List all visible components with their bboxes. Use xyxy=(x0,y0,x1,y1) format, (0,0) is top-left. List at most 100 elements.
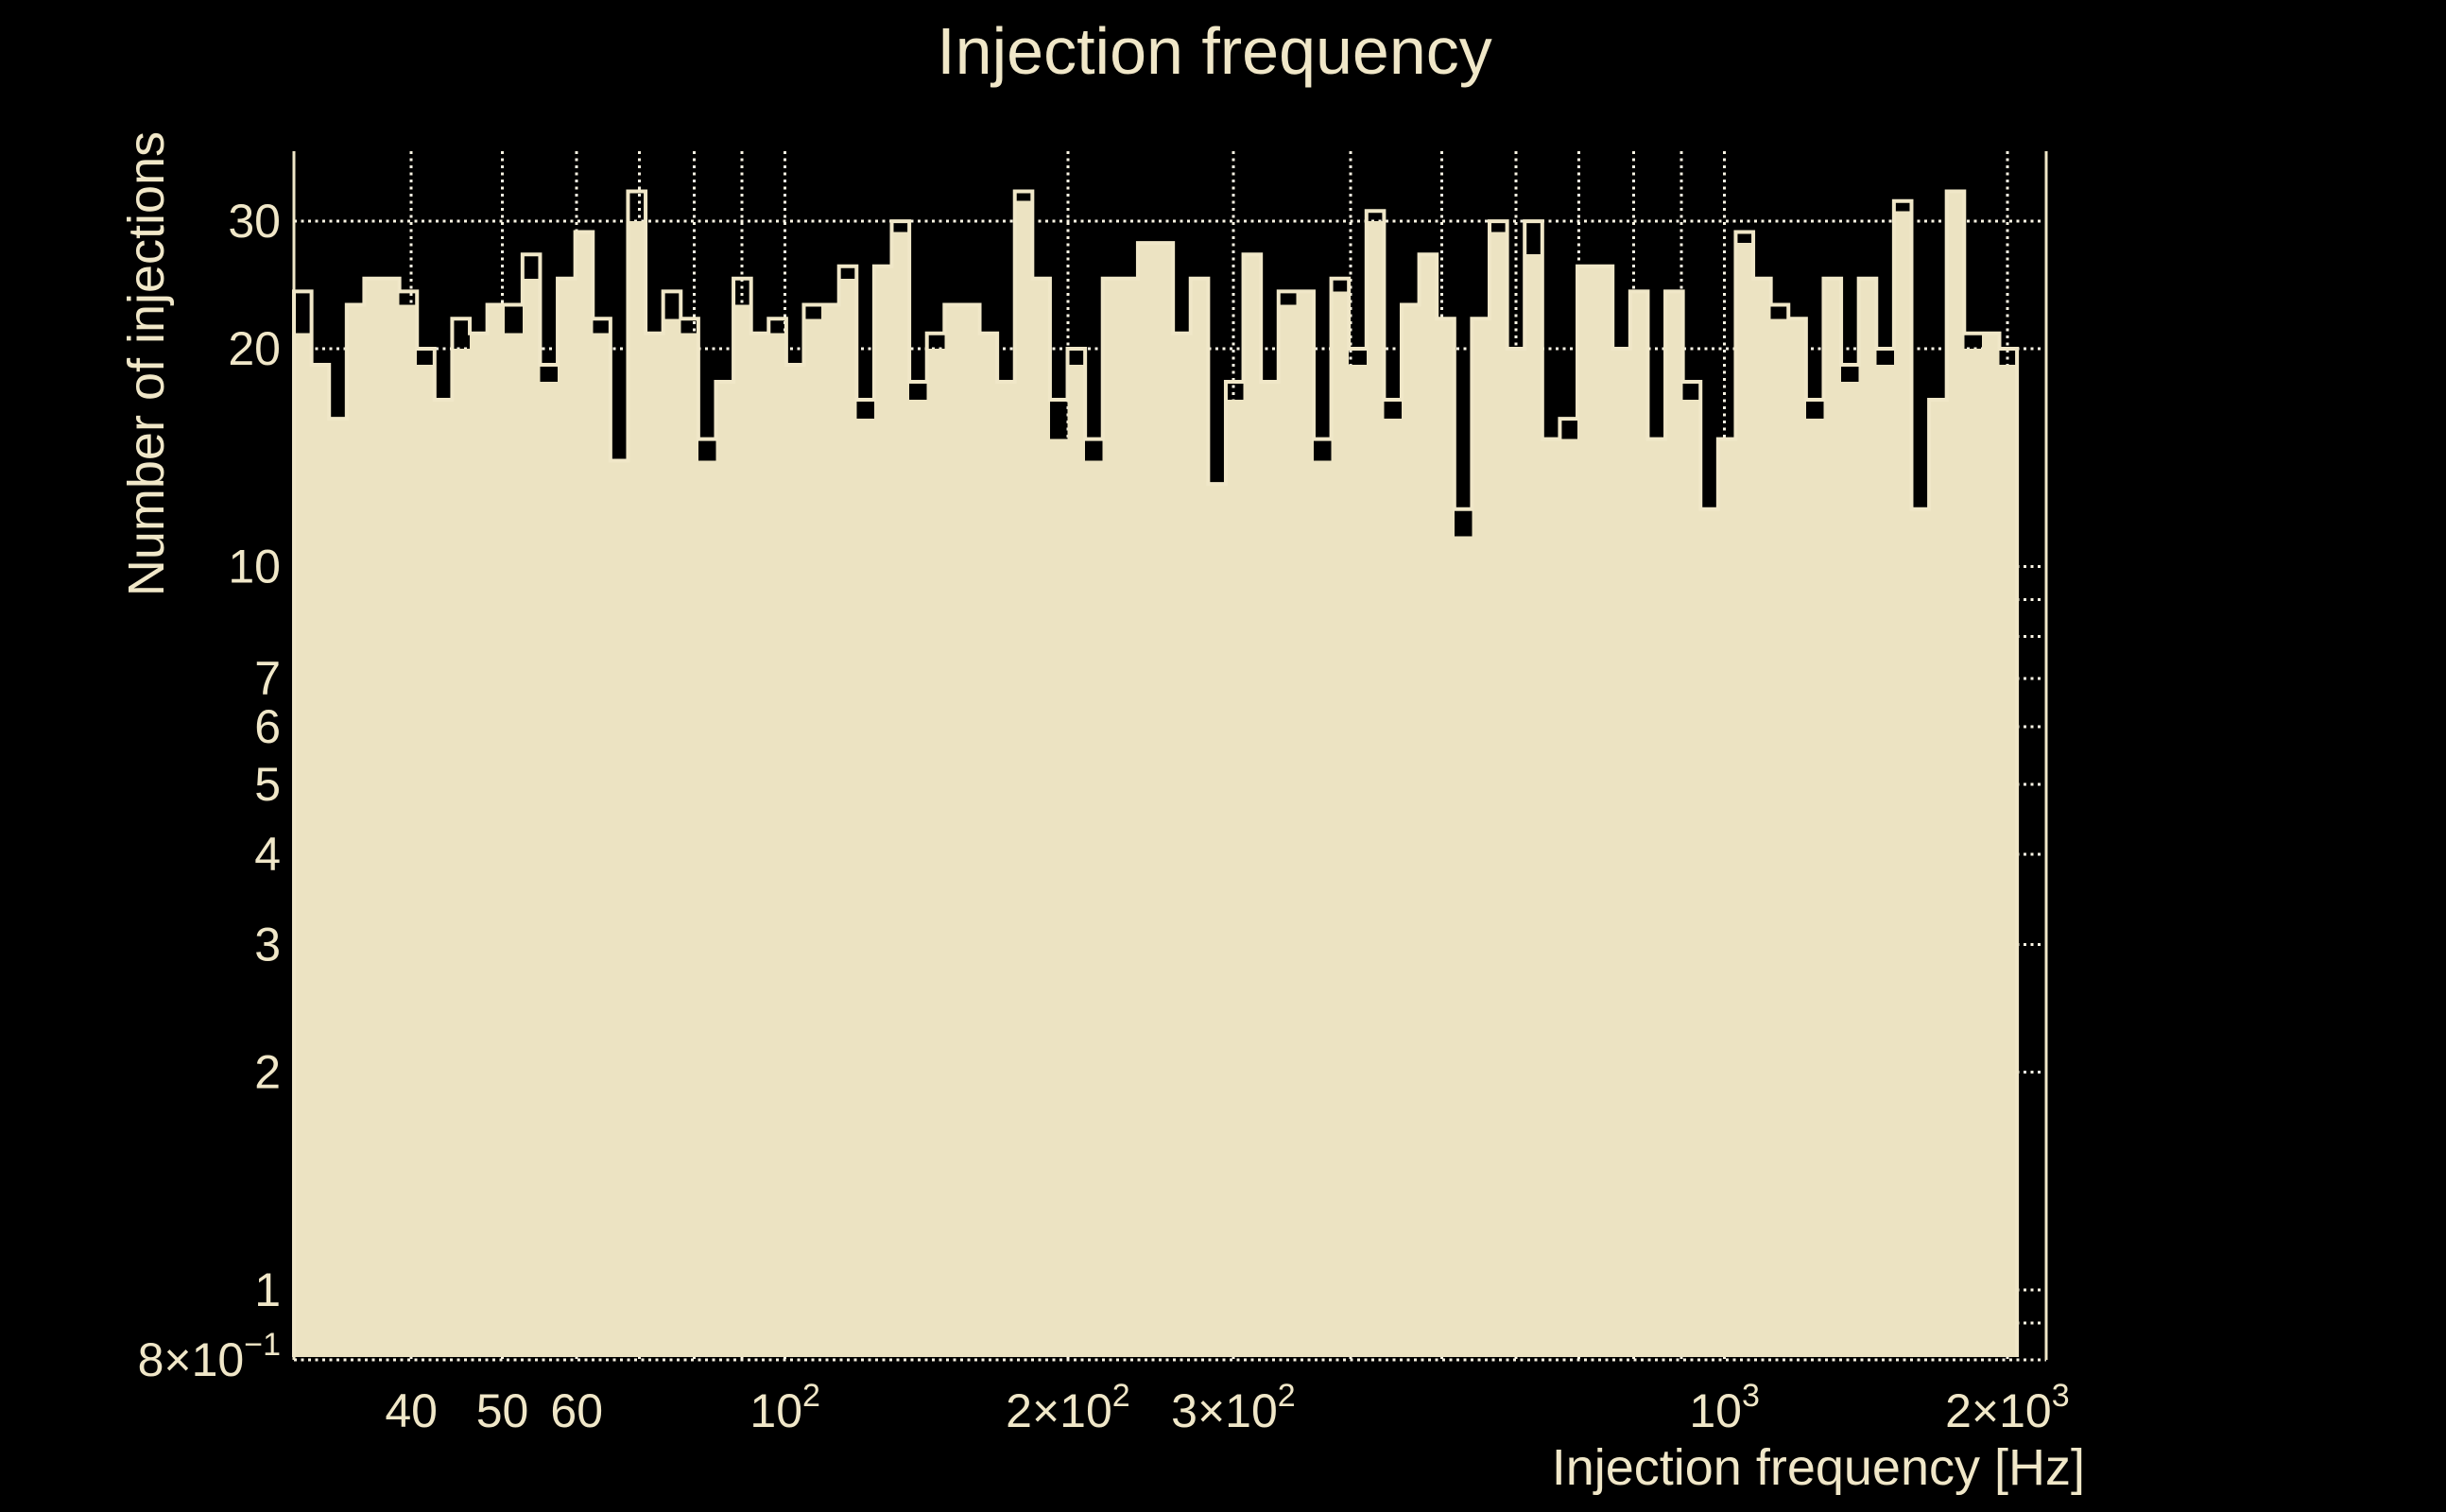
histogram-bar xyxy=(663,318,681,1357)
histogram-bar xyxy=(909,399,927,1357)
histogram-bar xyxy=(1208,484,1226,1357)
histogram-bar xyxy=(1102,278,1121,1357)
y-tick-labels: 30 20 10 765 4 3 2 1 8×10−1 xyxy=(138,195,281,1386)
histogram-bar xyxy=(1384,419,1402,1358)
histogram-bar xyxy=(1296,291,1314,1358)
y-tick-label: 2 xyxy=(254,1045,281,1098)
x-tick-label: 2×103 xyxy=(1945,1378,2070,1437)
x-tick-label: 40 xyxy=(385,1384,438,1437)
histogram-bar xyxy=(803,318,822,1357)
histogram-bar xyxy=(1805,419,1824,1358)
histogram-bar xyxy=(1014,200,1033,1358)
histogram-bar xyxy=(1964,348,1982,1358)
histogram-bar xyxy=(646,333,663,1358)
histogram-bar xyxy=(698,460,716,1357)
histogram-bar xyxy=(715,381,734,1357)
histogram-bar xyxy=(470,333,488,1358)
histogram-bar xyxy=(1629,291,1648,1358)
chart-title: Injection frequency xyxy=(937,14,1492,88)
histogram-bar xyxy=(1665,291,1683,1358)
y-tick-label: 7 xyxy=(254,652,281,705)
y-tick-label: 30 xyxy=(228,195,281,248)
histogram-bar xyxy=(1243,254,1262,1357)
histogram-bar xyxy=(434,399,453,1357)
histogram-bar xyxy=(1049,438,1068,1358)
histogram-bar xyxy=(1929,399,1947,1357)
histogram-bar xyxy=(1085,460,1103,1357)
histogram-bar xyxy=(1841,381,1859,1357)
histogram-bar xyxy=(294,333,312,1358)
y-tick-label: 20 xyxy=(228,322,281,375)
axis-spines xyxy=(292,151,2048,1360)
histogram-bar xyxy=(1507,348,1525,1358)
histogram-bar xyxy=(1349,365,1367,1358)
histogram-bar xyxy=(1594,266,1613,1357)
histogram-bar xyxy=(452,348,471,1358)
y-tick-label: 1 xyxy=(254,1263,281,1316)
histogram-bar xyxy=(1876,365,1894,1358)
histogram-bar xyxy=(593,333,611,1358)
histogram-bar xyxy=(1067,365,1086,1358)
histogram-bar xyxy=(1717,438,1736,1358)
histogram-bar xyxy=(1173,333,1191,1358)
y-tick-label: 6 xyxy=(254,700,281,753)
histogram-bar xyxy=(628,221,646,1358)
x-tick-label: 103 xyxy=(1689,1378,1760,1437)
histogram-bar xyxy=(926,348,945,1358)
filled-histogram xyxy=(294,191,2018,1358)
y-tick-label: 8×10−1 xyxy=(138,1327,281,1386)
y-axis-label: Number of injections xyxy=(118,130,175,597)
histogram-bar xyxy=(1437,318,1455,1357)
histogram-bar xyxy=(979,333,998,1358)
histogram-bar xyxy=(733,304,751,1357)
histogram-bar xyxy=(1155,243,1174,1358)
histogram-bar xyxy=(505,333,523,1358)
histogram-bar xyxy=(768,333,786,1358)
histogram-bar xyxy=(540,381,559,1357)
histogram-bar xyxy=(1454,536,1473,1357)
histogram-bar xyxy=(1753,278,1771,1357)
histogram-bar xyxy=(1647,438,1666,1358)
y-tick-label: 3 xyxy=(254,919,281,971)
histogram-bar xyxy=(1999,365,2018,1358)
histogram-bar xyxy=(785,365,804,1358)
x-tick-label: 3×102 xyxy=(1171,1378,1296,1437)
histogram-bar xyxy=(944,304,962,1357)
histogram-bar xyxy=(1823,278,1842,1357)
x-tick-label: 2×102 xyxy=(1006,1378,1130,1437)
histogram-bar xyxy=(1911,508,1930,1357)
histogram-bar xyxy=(1401,304,1420,1357)
histogram-bar xyxy=(558,278,576,1357)
histogram-bar xyxy=(329,419,347,1358)
histogram-bar xyxy=(1366,221,1385,1358)
histogram-bar xyxy=(487,304,506,1357)
x-tick-label: 60 xyxy=(550,1384,603,1437)
histogram-bar xyxy=(997,381,1015,1357)
histogram-bar xyxy=(1682,399,1701,1357)
x-tick-label: 50 xyxy=(476,1384,529,1437)
y-tick-label: 10 xyxy=(228,540,281,593)
histogram-bar xyxy=(522,278,541,1357)
histogram-bar xyxy=(1032,278,1050,1357)
histogram-bar xyxy=(1137,243,1156,1358)
y-tick-label: 5 xyxy=(254,758,281,811)
histogram-bar xyxy=(961,304,980,1357)
histogram-bar xyxy=(1419,254,1438,1357)
histogram-bar xyxy=(1858,278,1877,1357)
histogram-bar xyxy=(1490,232,1507,1357)
histogram-bar xyxy=(1524,254,1542,1357)
histogram-bar xyxy=(750,333,769,1358)
histogram-bar xyxy=(1946,191,1965,1358)
histogram-bar xyxy=(1735,243,1754,1358)
histogram-bar xyxy=(346,304,365,1357)
histogram-bar xyxy=(838,278,857,1357)
histogram-bar xyxy=(610,460,629,1357)
histogram-bar xyxy=(1893,211,1912,1358)
histogram-bar xyxy=(1472,318,1490,1357)
histogram-bar xyxy=(1612,348,1630,1358)
histogram-bar xyxy=(1542,438,1560,1358)
histogram-bar xyxy=(1559,438,1578,1358)
histogram-bar xyxy=(382,278,400,1357)
histogram-bar xyxy=(1190,278,1209,1357)
